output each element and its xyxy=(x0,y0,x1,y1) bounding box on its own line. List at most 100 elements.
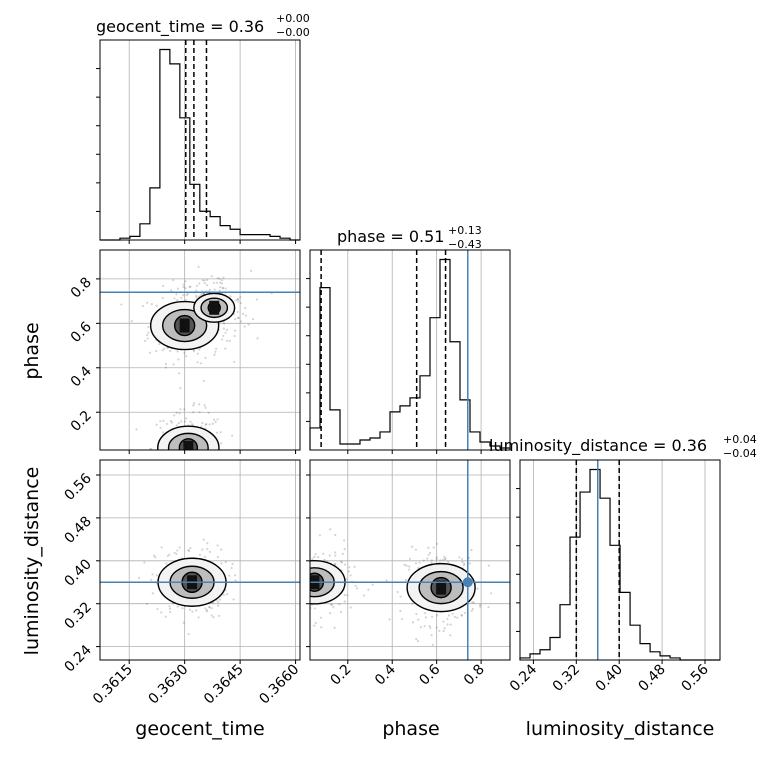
x-tick-label: 0.3630 xyxy=(146,662,192,708)
x-tick-label: 0.24 xyxy=(507,661,540,694)
sample-point xyxy=(168,553,171,556)
sample-point xyxy=(224,287,227,290)
sample-point xyxy=(143,561,146,564)
sample-point xyxy=(470,549,473,552)
sample-point xyxy=(444,557,447,560)
sample-point xyxy=(187,549,190,552)
hist-step-luminosity_distance xyxy=(519,468,720,661)
title-phase-plus: +0.13 xyxy=(448,224,482,237)
sample-point xyxy=(435,626,438,629)
sample-point xyxy=(329,603,333,606)
sample-point xyxy=(183,420,187,423)
sample-point xyxy=(173,414,176,417)
sample-point xyxy=(208,423,211,426)
sample-point xyxy=(460,614,463,617)
sample-point xyxy=(424,616,427,619)
sample-point xyxy=(204,466,206,468)
sample-point xyxy=(319,616,322,619)
sample-point xyxy=(320,626,323,629)
sample-point xyxy=(468,562,471,565)
sample-point xyxy=(203,555,207,558)
sample-point xyxy=(204,457,206,459)
sample-point xyxy=(297,585,299,587)
sample-point xyxy=(247,323,250,326)
x-tick-label: 0.3615 xyxy=(90,662,136,708)
density-peak xyxy=(209,300,220,315)
sample-point xyxy=(442,629,445,633)
sample-point xyxy=(174,451,176,453)
sample-point xyxy=(444,558,447,561)
sample-point xyxy=(399,595,402,598)
sample-point xyxy=(289,592,291,594)
sample-point xyxy=(322,552,325,555)
sample-point xyxy=(161,296,164,300)
sample-point xyxy=(171,460,173,462)
sample-point xyxy=(146,493,148,495)
sample-point xyxy=(345,578,348,581)
sample-point xyxy=(333,563,337,566)
sample-point xyxy=(236,316,240,319)
panel-content xyxy=(137,538,237,636)
sample-point xyxy=(301,577,303,579)
sample-point xyxy=(186,462,188,464)
sample-point xyxy=(186,472,188,474)
sample-point xyxy=(185,298,188,302)
sample-point xyxy=(173,297,176,300)
sample-point xyxy=(162,480,164,482)
sample-point xyxy=(195,289,198,292)
sample-point xyxy=(220,279,224,282)
sample-point xyxy=(205,610,209,613)
hist-panel-geocent_time xyxy=(96,39,301,244)
sample-point xyxy=(216,418,219,421)
sample-point xyxy=(178,546,181,549)
sample-point xyxy=(130,320,134,323)
sample-point xyxy=(199,362,203,365)
sample-point xyxy=(155,349,158,353)
sample-point xyxy=(490,592,493,595)
sample-point xyxy=(212,281,215,284)
sample-point xyxy=(346,594,349,597)
sample-point xyxy=(286,597,288,599)
sample-point xyxy=(180,456,182,458)
sample-point xyxy=(146,337,149,340)
sample-point xyxy=(216,281,219,284)
sample-point xyxy=(293,568,295,570)
x-tick-label: 0.3660 xyxy=(256,662,302,708)
sample-point xyxy=(303,582,305,584)
sample-point xyxy=(192,350,196,353)
title-phase-name: phase xyxy=(337,227,385,246)
sample-point xyxy=(291,568,293,570)
sample-point xyxy=(182,621,185,624)
sample-point xyxy=(183,456,185,458)
sample-point xyxy=(178,455,180,457)
sample-point xyxy=(206,547,209,551)
sample-point xyxy=(234,579,237,582)
sample-point xyxy=(184,417,188,420)
sample-point xyxy=(169,419,173,423)
sample-point xyxy=(291,550,293,552)
sample-point xyxy=(180,453,182,455)
sample-point xyxy=(202,379,205,383)
sample-point xyxy=(172,363,175,366)
sample-point xyxy=(150,447,153,450)
sample-point xyxy=(190,423,194,426)
title-geocent-time-value: 0.36 xyxy=(229,17,265,36)
sample-point xyxy=(158,452,160,454)
sample-point xyxy=(169,289,173,292)
sample-point xyxy=(233,574,237,577)
y-tick-label: 0.32 xyxy=(61,599,94,632)
sample-point xyxy=(286,594,288,596)
sample-point xyxy=(196,361,199,364)
sample-point xyxy=(159,420,162,423)
sample-point xyxy=(349,574,352,577)
sample-point xyxy=(198,411,201,414)
sample-point xyxy=(224,561,227,564)
sample-point xyxy=(396,590,399,594)
sample-point xyxy=(303,596,305,598)
sample-point xyxy=(443,627,446,630)
sample-point xyxy=(185,355,188,358)
title-geocent-time-name: geocent_time xyxy=(96,17,205,37)
sample-point xyxy=(293,578,295,580)
sample-point xyxy=(167,454,169,456)
